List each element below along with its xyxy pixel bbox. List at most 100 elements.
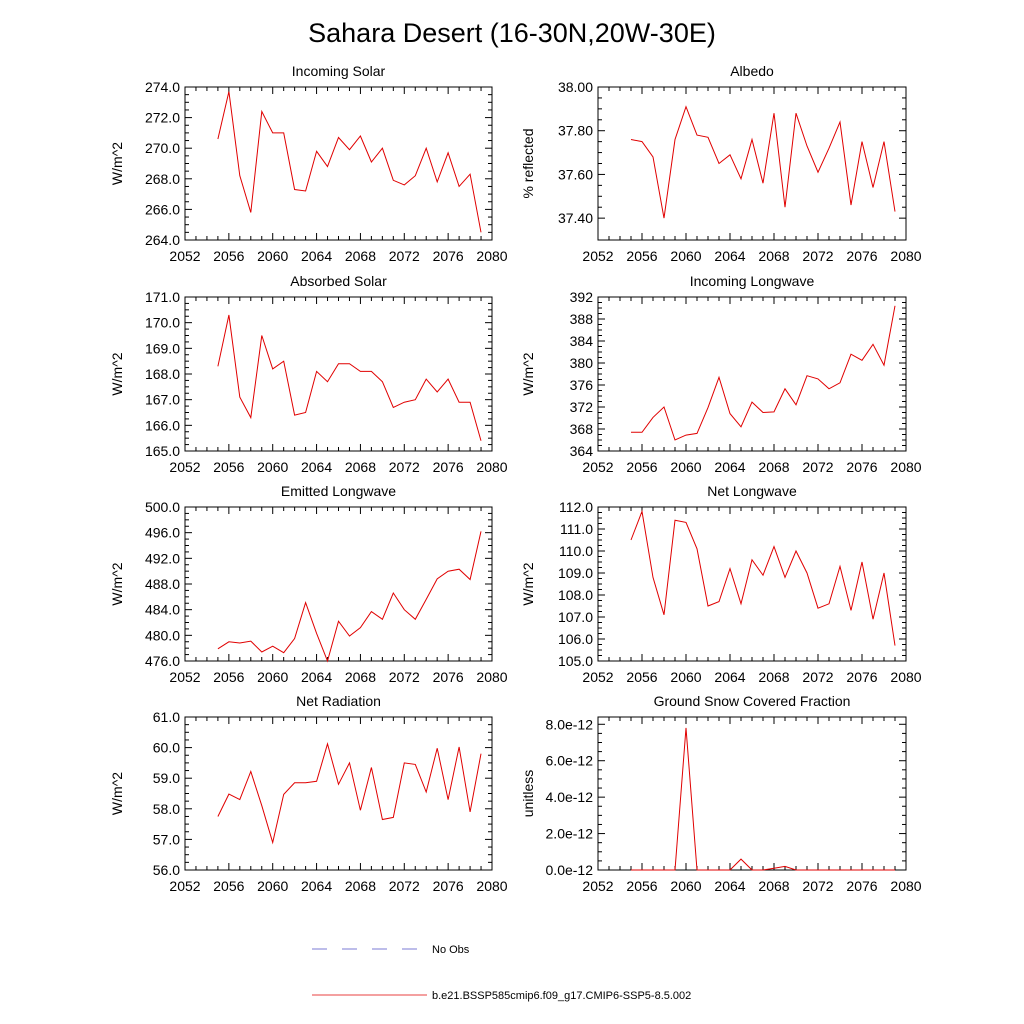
y-axis-label: unitless [520,770,536,817]
x-tick-label: 2056 [213,669,244,685]
y-tick-label: 171.0 [145,289,180,305]
x-tick-label: 2056 [213,248,244,264]
y-tick-label: 368 [570,421,594,437]
panel-net-longwave: 2052 2056 2060 2064 2068 2072 2076 2080 105.0 106… [520,483,922,685]
x-tick-label: 2076 [846,878,877,894]
y-tick-label: 165.0 [145,443,180,459]
x-tick-label: 2056 [213,878,244,894]
x-tick-label: 2072 [389,248,420,264]
x-tick-label: 2072 [389,669,420,685]
y-tick-label: 4.0e-12 [546,789,594,805]
y-axis-label: W/m^2 [109,142,125,185]
panel-title: Ground Snow Covered Fraction [654,693,851,709]
y-tick-label: 110.0 [559,543,593,559]
plot-frame [597,86,907,241]
x-tick-label: 2072 [802,669,833,685]
y-tick-label: 484.0 [145,602,180,618]
y-tick-label: 274.0 [145,79,180,95]
x-tick-label: 2080 [476,878,507,894]
y-tick-label: 57.0 [153,831,180,847]
y-tick-label: 364 [570,443,594,459]
x-tick-label: 2060 [670,669,701,685]
panel-emitted-longwave: 2052 2056 2060 2064 2068 2072 2076 2080 476.0 480… [109,483,508,685]
y-tick-label: 105.0 [558,653,593,669]
panel-title: Absorbed Solar [290,273,387,289]
x-tick-label: 2072 [389,878,420,894]
y-tick-label: 37.40 [558,210,593,226]
y-tick-label: 60.0 [153,740,180,756]
y-tick-label: 384 [570,333,594,349]
y-tick-label: 166.0 [145,417,180,433]
panel-net-radiation: 2052 2056 2060 2064 2068 2072 2076 2080 56.0 57.0… [109,693,508,894]
y-tick-label: 37.60 [558,166,593,182]
series-line [631,305,896,441]
x-tick-label: 2068 [758,878,789,894]
panel-title: Incoming Solar [292,63,386,79]
y-tick-label: 111.0 [560,521,593,537]
y-tick-label: 107.0 [558,609,593,625]
x-tick-label: 2080 [890,669,921,685]
y-tick-label: 0.0e-12 [546,862,594,878]
x-tick-label: 2064 [714,878,745,894]
x-tick-label: 2060 [257,459,288,475]
plot-frame [184,506,493,662]
x-tick-label: 2056 [626,459,657,475]
y-tick-label: 480.0 [145,627,180,643]
x-tick-label: 2064 [301,878,332,894]
legend-model-label: b.e21.BSSP585cmip6.f09_g17.CMIP6-SSP5-8.… [432,990,691,1002]
x-tick-label: 2072 [802,459,833,475]
series-line [217,742,482,845]
panel-title: Albedo [730,63,774,79]
legend: No Obs b.e21.BSSP585cmip6.f09_g17.CMIP6-… [312,944,691,1002]
x-tick-label: 2064 [714,669,745,685]
x-tick-label: 2080 [890,459,921,475]
y-tick-label: 476.0 [145,653,180,669]
panels: 2052 2056 2060 2064 2068 2072 2076 2080 264.0 266… [109,63,922,894]
x-tick-label: 2064 [301,459,332,475]
x-tick-label: 2060 [670,878,701,894]
y-tick-label: 264.0 [145,232,180,248]
x-tick-label: 2068 [758,248,789,264]
y-axis-label: W/m^2 [109,772,125,815]
panel-title: Net Longwave [707,483,797,499]
x-tick-label: 2072 [802,878,833,894]
y-tick-label: 496.0 [145,525,180,541]
x-tick-label: 2052 [582,248,613,264]
series-line [217,91,482,233]
x-tick-label: 2072 [802,248,833,264]
series-line [217,314,482,441]
y-tick-label: 268.0 [145,171,180,187]
panel-ground-snow-covered-fraction: 2052 2056 2060 2064 2068 2072 2076 2080 0.0e-12 2… [520,693,922,894]
series-line [630,105,896,219]
x-tick-label: 2060 [670,459,701,475]
series-line [217,531,482,663]
figure-title: Sahara Desert (16-30N,20W-30E) [308,18,716,48]
y-tick-label: 170.0 [145,315,180,331]
y-tick-label: 500.0 [145,499,180,515]
x-tick-label: 2056 [213,459,244,475]
x-tick-label: 2080 [890,248,921,264]
plot-frame [184,716,493,871]
y-tick-label: 380 [570,355,594,371]
x-tick-label: 2080 [890,878,921,894]
x-tick-label: 2076 [846,248,877,264]
y-tick-label: 270.0 [145,140,180,156]
y-tick-label: 167.0 [145,392,180,408]
y-tick-label: 388 [570,311,594,327]
y-tick-label: 108.0 [558,587,593,603]
x-tick-label: 2056 [626,878,657,894]
y-tick-label: 112.0 [559,499,593,515]
x-tick-label: 2060 [257,248,288,264]
x-tick-label: 2076 [846,459,877,475]
x-tick-label: 2068 [758,669,789,685]
y-tick-label: 488.0 [145,576,180,592]
y-tick-label: 106.0 [558,631,593,647]
x-tick-label: 2064 [301,669,332,685]
y-tick-label: 492.0 [145,550,180,566]
y-tick-label: 8.0e-12 [546,716,594,732]
y-axis-label: W/m^2 [109,352,125,395]
x-tick-label: 2068 [345,878,376,894]
y-tick-label: 59.0 [153,770,180,786]
y-tick-label: 56.0 [153,862,180,878]
